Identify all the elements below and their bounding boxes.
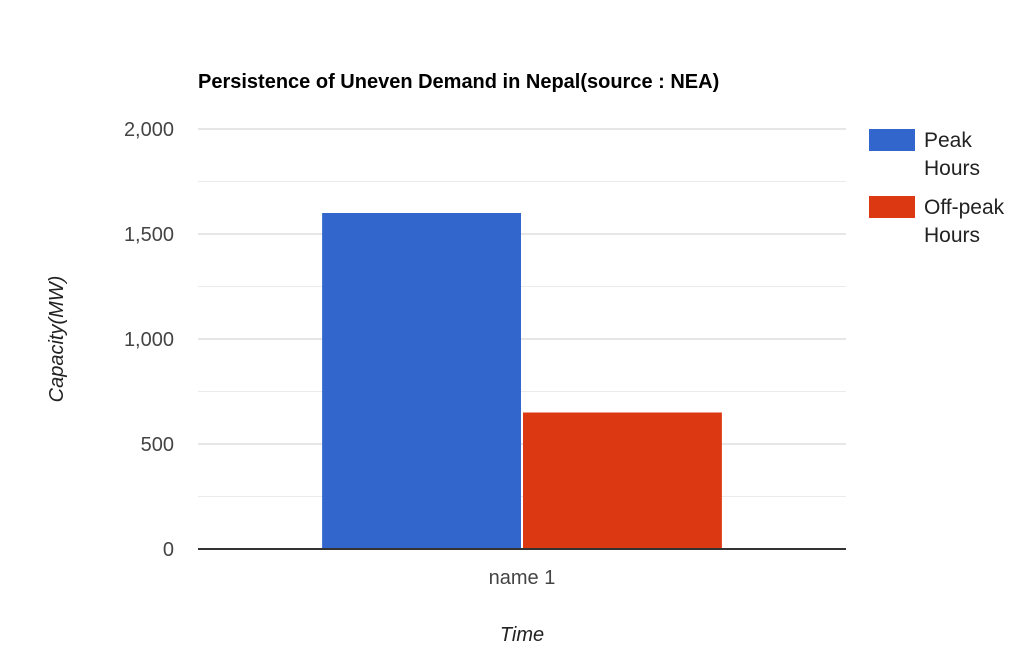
y-tick-label: 2,000 (124, 119, 174, 141)
legend-swatch (869, 196, 915, 218)
x-tick-label: name 1 (489, 567, 556, 589)
bar-peak-hours (322, 213, 521, 549)
gridlines (198, 128, 846, 497)
y-tick-label: 1,500 (124, 224, 174, 246)
chart-title: Persistence of Uneven Demand in Nepal(so… (198, 71, 719, 93)
y-tick-label: 1,000 (124, 329, 174, 351)
bar-off-peak-hours (523, 412, 722, 549)
legend-label: Off-peak Hours (924, 196, 1005, 247)
legend-swatch (869, 129, 915, 151)
y-axis-ticks: 0 500 1,000 1,500 2,000 (124, 119, 174, 561)
y-tick-label: 0 (163, 539, 174, 561)
legend: Peak Hours Off-peak Hours (869, 129, 1005, 247)
x-axis-title: Time (500, 624, 544, 646)
y-axis-title: Capacity(MW) (46, 276, 68, 403)
x-axis-ticks: name 1 (489, 567, 556, 589)
y-tick-label: 500 (141, 434, 174, 456)
legend-label: Peak Hours (924, 129, 980, 180)
bars (322, 213, 722, 549)
